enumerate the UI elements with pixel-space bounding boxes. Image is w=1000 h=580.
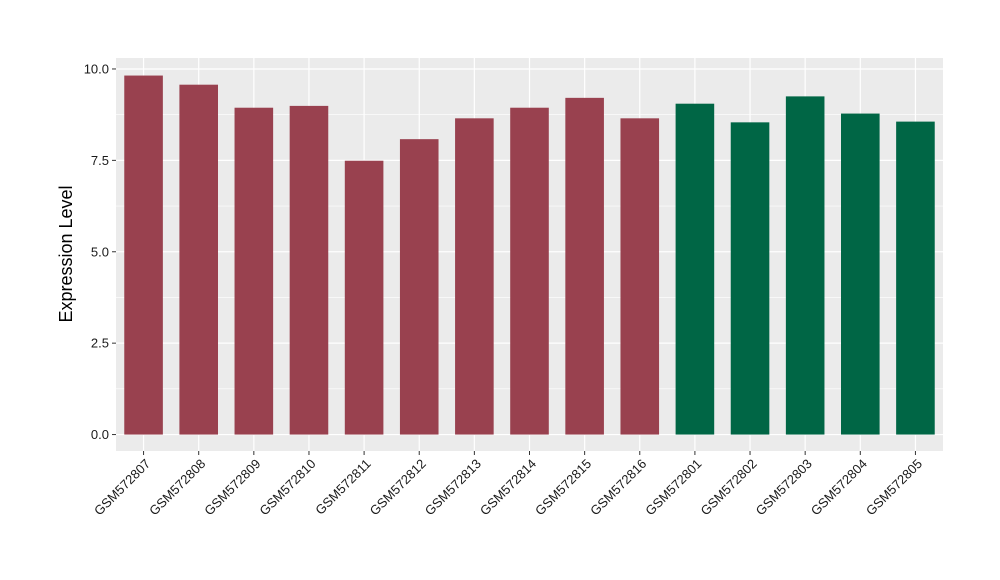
x-tick-label: GSM572802 (697, 456, 759, 518)
x-tick-label: GSM572815 (532, 456, 594, 518)
x-tick-label: GSM572809 (201, 456, 263, 518)
x-tick-label: GSM572812 (367, 456, 429, 518)
bar-GSM572804 (841, 113, 880, 435)
bar-GSM572811 (344, 160, 384, 435)
y-tick-label: 0.0 (91, 427, 109, 442)
bars (124, 75, 935, 435)
bar-GSM572812 (399, 139, 439, 435)
bar-GSM572807 (124, 75, 163, 435)
x-tick-label: GSM572807 (91, 456, 153, 518)
x-tick-label: GSM572813 (422, 456, 484, 518)
bar-GSM572805 (896, 121, 935, 435)
y-tick-label: 10.0 (84, 61, 109, 76)
bar-GSM572803 (785, 96, 825, 435)
y-axis-title: Expression Level (56, 185, 76, 322)
x-tick-label: GSM572810 (256, 456, 318, 518)
bar-GSM572814 (510, 107, 549, 435)
bar-GSM572801 (675, 103, 715, 435)
bar-GSM572816 (620, 118, 660, 435)
x-tick-label: GSM572808 (146, 456, 208, 518)
x-tick-label: GSM572805 (863, 456, 925, 518)
y-tick-label: 5.0 (91, 244, 109, 259)
y-tick-label: 7.5 (91, 153, 109, 168)
x-tick-label: GSM572814 (477, 456, 539, 518)
x-tick-label: GSM572804 (808, 456, 870, 518)
y-axis: 0.0 2.5 5.0 7.5 10.0 (84, 61, 116, 442)
bar-GSM572813 (455, 118, 494, 435)
y-tick-label: 2.5 (91, 336, 109, 351)
x-tick-label: GSM572811 (312, 456, 374, 518)
x-tick-label: GSM572816 (587, 456, 649, 518)
bar-GSM572808 (179, 84, 218, 435)
x-tick-label: GSM572801 (642, 456, 704, 518)
bar-GSM572809 (234, 107, 274, 435)
x-axis: GSM572807GSM572808GSM572809GSM572810GSM5… (91, 451, 925, 518)
x-tick-label: GSM572803 (753, 456, 815, 518)
bar-GSM572810 (289, 105, 329, 435)
bar-GSM572815 (565, 97, 604, 435)
bar-GSM572802 (730, 122, 770, 435)
